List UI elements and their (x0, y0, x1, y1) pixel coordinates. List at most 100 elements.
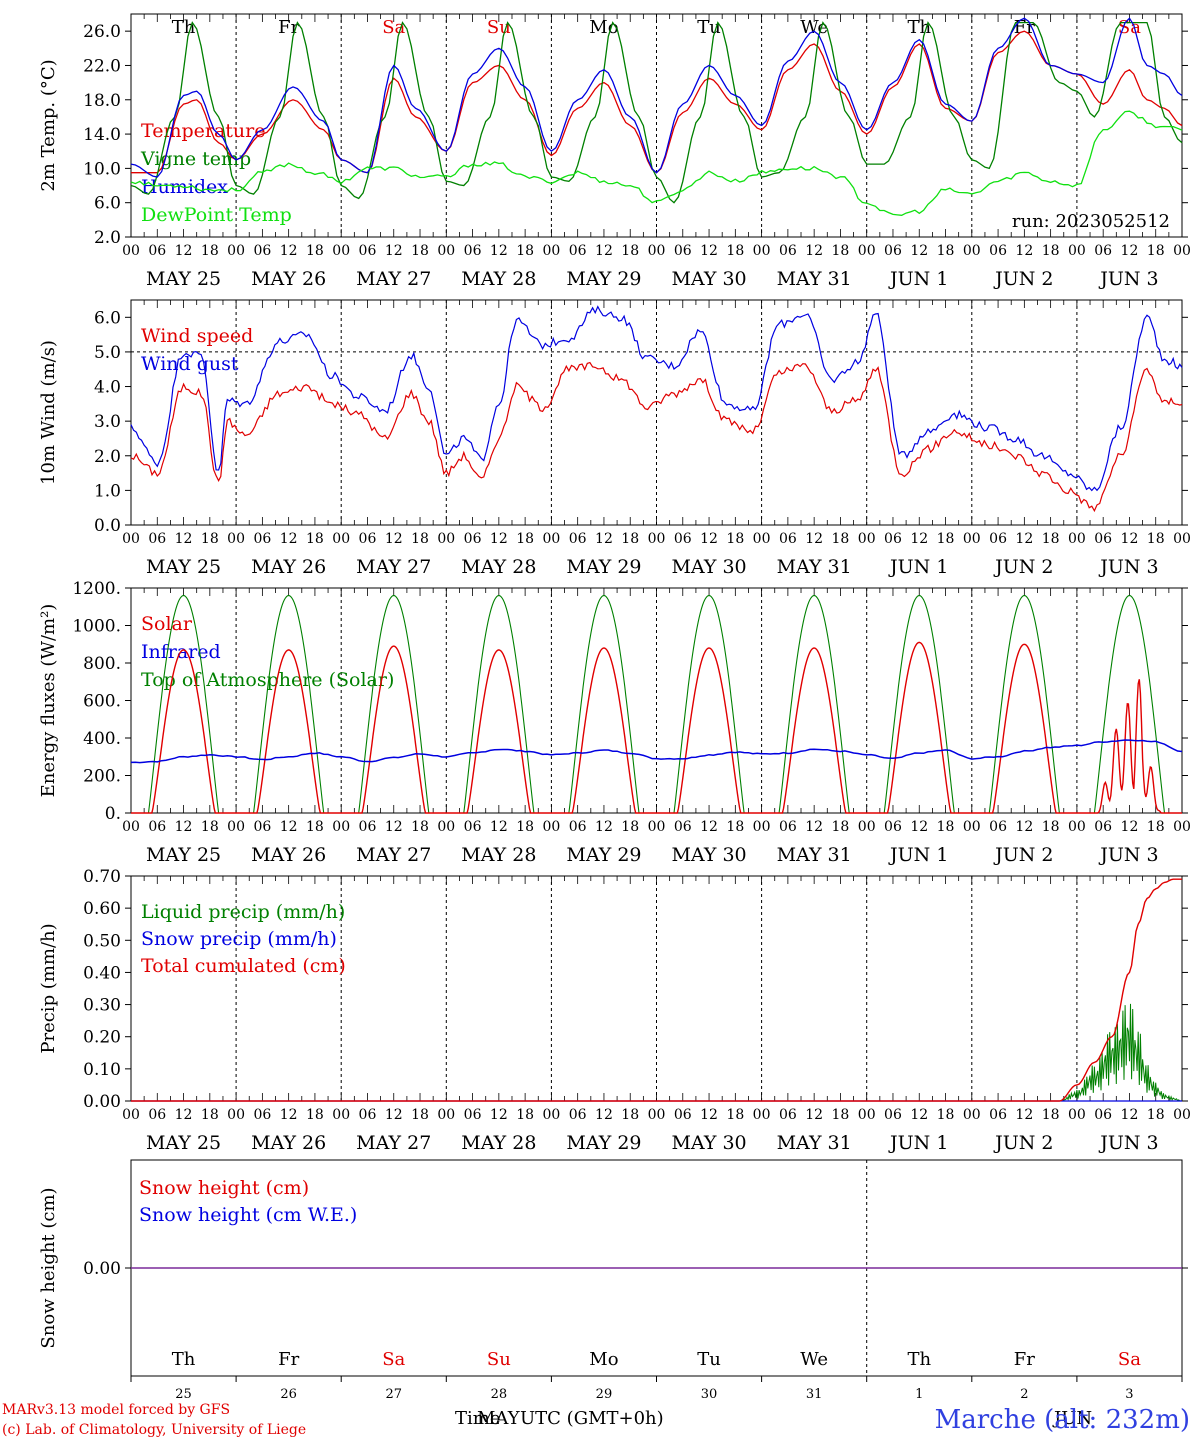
date-label: MAY 29 (566, 268, 641, 290)
y-axis-label: 2m Temp. (°C) (38, 59, 59, 191)
y-tick-label: 800. (83, 654, 121, 674)
y-tick-label: 22.0 (83, 56, 121, 76)
hour-label: 06 (253, 243, 271, 259)
hour-label: 12 (700, 243, 718, 259)
hour-label: 06 (253, 1107, 271, 1123)
hour-label: 18 (621, 819, 639, 835)
hour-label: 18 (937, 243, 955, 259)
day-number-label: 2 (1020, 1387, 1028, 1402)
hour-label: 18 (201, 243, 219, 259)
date-label: MAY 29 (566, 556, 641, 578)
weekday-label: Sa (382, 1349, 405, 1370)
hour-label: 18 (1042, 819, 1060, 835)
hour-label: 18 (201, 531, 219, 547)
y-tick-label: 0.40 (83, 963, 121, 983)
hour-label: 12 (910, 531, 928, 547)
y-axis-label: Precip (mm/h) (38, 923, 59, 1053)
y-axis-label: Snow height (cm) (38, 1187, 59, 1348)
hour-label: 06 (674, 819, 692, 835)
date-label: JUN 3 (1098, 556, 1158, 578)
hour-label: 12 (805, 1107, 823, 1123)
y-tick-label: 400. (83, 729, 121, 749)
hour-label: 00 (542, 819, 560, 835)
y-tick-label: 4.0 (94, 378, 121, 398)
y-tick-label: 0.20 (83, 1028, 121, 1048)
hour-label: 18 (621, 243, 639, 259)
date-label: JUN 3 (1098, 1132, 1158, 1154)
hour-label: 12 (1121, 819, 1139, 835)
hour-label: 18 (1147, 531, 1165, 547)
hour-label: 00 (542, 243, 560, 259)
panel-2: 6.0 5.0 4.0 3.0 2.0 1.0 0.0 10m Wind (m/s) Wind … (38, 299, 1191, 578)
hour-label: 18 (1147, 243, 1165, 259)
hour-label: 00 (122, 819, 140, 835)
hour-label: 00 (858, 1107, 876, 1123)
hour-label: 18 (516, 819, 534, 835)
hour-label: 18 (201, 819, 219, 835)
hour-label: 18 (306, 243, 324, 259)
legend-entry: Snow height (cm) (139, 1177, 309, 1199)
y-tick-label: 200. (83, 767, 121, 787)
date-label: MAY 28 (461, 844, 536, 866)
date-label: MAY 28 (461, 1132, 536, 1154)
date-label: MAY 30 (671, 556, 746, 578)
hour-label: 18 (726, 243, 744, 259)
y-tick-label: 6.0 (94, 194, 121, 214)
date-label: MAY 31 (777, 1132, 852, 1154)
hour-label: 18 (201, 1107, 219, 1123)
y-tick-label: 6.0 (94, 308, 121, 328)
hour-label: 06 (674, 1107, 692, 1123)
legend-entry: Wind gust (141, 353, 239, 375)
hour-label: 12 (1015, 819, 1033, 835)
date-label: MAY 31 (777, 268, 852, 290)
hour-label: 18 (516, 243, 534, 259)
y-tick-label: 0.0 (94, 516, 121, 536)
hour-label: 00 (542, 531, 560, 547)
weekday-label: Mo (589, 17, 618, 38)
hour-label: 12 (490, 1107, 508, 1123)
hour-label: 00 (963, 1107, 981, 1123)
y-tick-label: 26.0 (83, 22, 121, 42)
weekday-label: Mo (589, 1349, 618, 1370)
hour-label: 06 (464, 1107, 482, 1123)
hour-label: 06 (148, 819, 166, 835)
hour-label: 12 (175, 819, 193, 835)
hour-label: 18 (726, 531, 744, 547)
hour-label: 12 (910, 1107, 928, 1123)
hour-label: 12 (1015, 531, 1033, 547)
hour-label: 12 (1121, 531, 1139, 547)
hour-label: 18 (937, 531, 955, 547)
hour-label: 00 (437, 531, 455, 547)
hour-label: 06 (779, 819, 797, 835)
date-label: JUN 2 (993, 844, 1053, 866)
weekday-label: We (800, 17, 828, 38)
date-label: MAY 25 (146, 1132, 221, 1154)
legend-entry: Liquid precip (mm/h) (141, 901, 345, 923)
date-label: MAY 26 (251, 1132, 326, 1154)
y-tick-label: 2.0 (94, 228, 121, 248)
hour-label: 00 (332, 1107, 350, 1123)
hour-label: 00 (437, 819, 455, 835)
hour-label: 12 (280, 1107, 298, 1123)
hour-label: 18 (516, 1107, 534, 1123)
hour-label: 18 (937, 1107, 955, 1123)
date-label: MAY 27 (356, 268, 431, 290)
date-label: MAY 30 (671, 1132, 746, 1154)
hour-label: 00 (648, 243, 666, 259)
y-tick-label: 0.60 (83, 899, 121, 919)
panel-5: 0.00 Snow height (cm) Snow height (cm) Snow… (38, 1159, 1188, 1402)
hour-label: 06 (359, 819, 377, 835)
weekday-label: Su (487, 17, 511, 38)
date-label: JUN 1 (888, 556, 948, 578)
date-label: JUN 1 (888, 268, 948, 290)
y-tick-label: 10.0 (83, 159, 121, 179)
hour-label: 12 (175, 531, 193, 547)
hour-label: 06 (779, 1107, 797, 1123)
date-label: MAY 31 (777, 844, 852, 866)
day-number-label: 26 (280, 1387, 297, 1402)
y-axis-label: 10m Wind (m/s) (38, 340, 59, 485)
date-label: MAY 26 (251, 844, 326, 866)
date-label: MAY 26 (251, 556, 326, 578)
hour-label: 12 (595, 243, 613, 259)
hour-label: 06 (884, 243, 902, 259)
